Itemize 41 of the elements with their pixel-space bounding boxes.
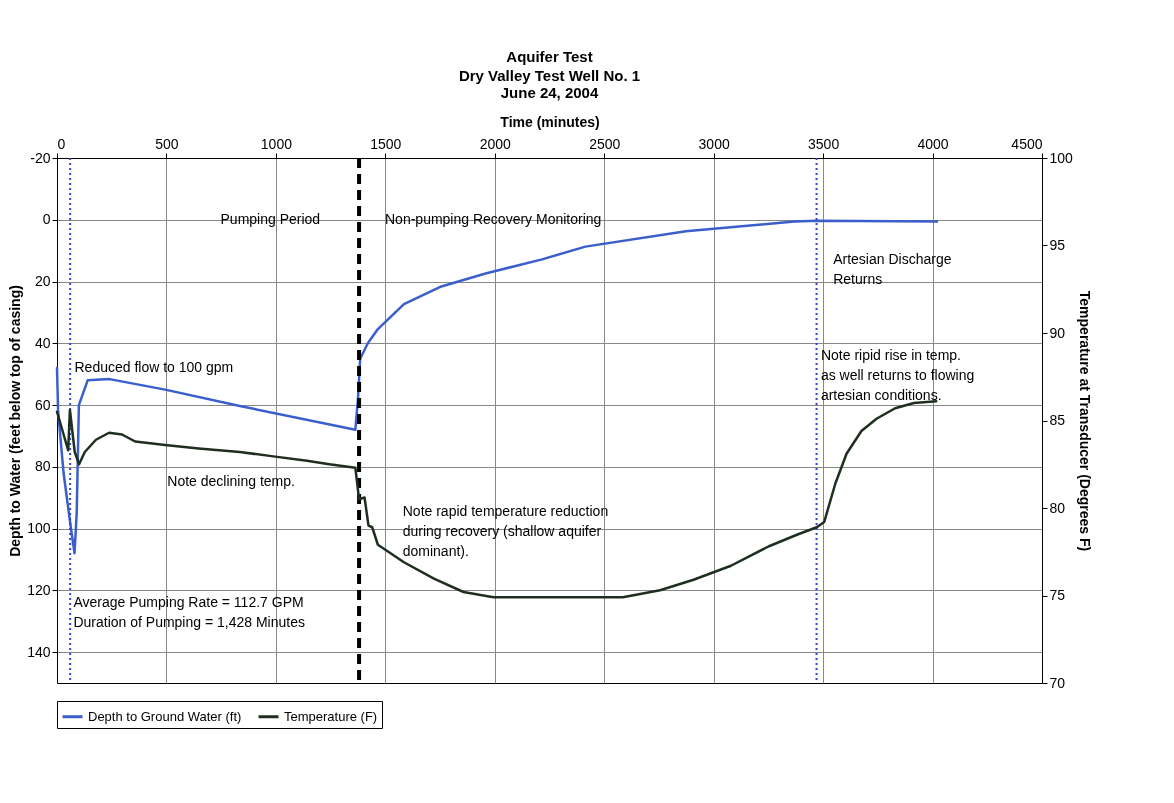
y-tick-label: 20 [34, 273, 51, 290]
x-tick-label: 1500 [370, 135, 402, 152]
x-axis-title: Time (minutes) [500, 113, 600, 130]
x-tick-label: 3000 [698, 135, 730, 152]
y-tick-label: 0 [42, 211, 51, 228]
y-tick-label: -20 [30, 149, 51, 166]
y-tick-label: 40 [34, 334, 51, 351]
y2-tick-label: 80 [1049, 499, 1066, 516]
annotation: Note declining temp. [167, 473, 295, 490]
annotation: Pumping Period [220, 210, 321, 227]
y2-tick-label: 85 [1049, 412, 1066, 428]
y2-tick-label: 75 [1049, 587, 1066, 603]
chart-title: Aquifer Test [506, 48, 593, 65]
annotation: Note rapid temperature reduction during recovery (shallow aquifer dominant). [402, 503, 609, 560]
annotation: Average Pumping Rate = 112.7 GPM Duration of Pumping = 1,428 Minutes [73, 593, 305, 630]
y2-tick-label: 95 [1049, 237, 1066, 253]
x-tick-label: 4500 [1011, 135, 1043, 152]
x-tick-label: 3500 [808, 135, 840, 152]
y-tick-label: 120 [27, 581, 51, 598]
x-tick-label: 0 [57, 135, 66, 152]
annotation: Reduced flow to 100 gpm [74, 359, 234, 375]
chart-subtitle: Dry Valley Test Well No. 1 June 24, 2004 [458, 67, 641, 101]
y-axis-title: Depth to Water (feet below top of casing) [7, 285, 24, 557]
x-tick-label: 500 [155, 135, 179, 152]
x-tick-label: 4000 [917, 135, 949, 152]
y2-tick-label: 90 [1049, 324, 1066, 341]
y-tick-label: 140 [27, 643, 51, 660]
y2-axis-title: Temperature at Transducer (Degrees F) [1076, 290, 1093, 552]
y2-tick-label: 100 [1049, 149, 1074, 166]
y-tick-label: 80 [34, 458, 51, 475]
annotation: Artesian Discharge Returns [833, 250, 952, 287]
legend-label: Temperature (F) [284, 708, 378, 724]
x-tick-label: 2500 [589, 135, 621, 152]
annotation: Non-pumping Recovery Monitoring [385, 210, 602, 227]
x-tick-label: 1000 [260, 135, 293, 152]
annotation: Note ripid rise in temp. as well returns to flowing artesian conditions. [820, 346, 975, 403]
y2-tick-label: 70 [1049, 674, 1066, 691]
y-tick-label: 60 [34, 396, 51, 413]
x-tick-label: 2000 [479, 135, 512, 152]
y-tick-label: 100 [27, 520, 51, 537]
legend-label: Depth to Ground Water (ft) [88, 708, 242, 724]
